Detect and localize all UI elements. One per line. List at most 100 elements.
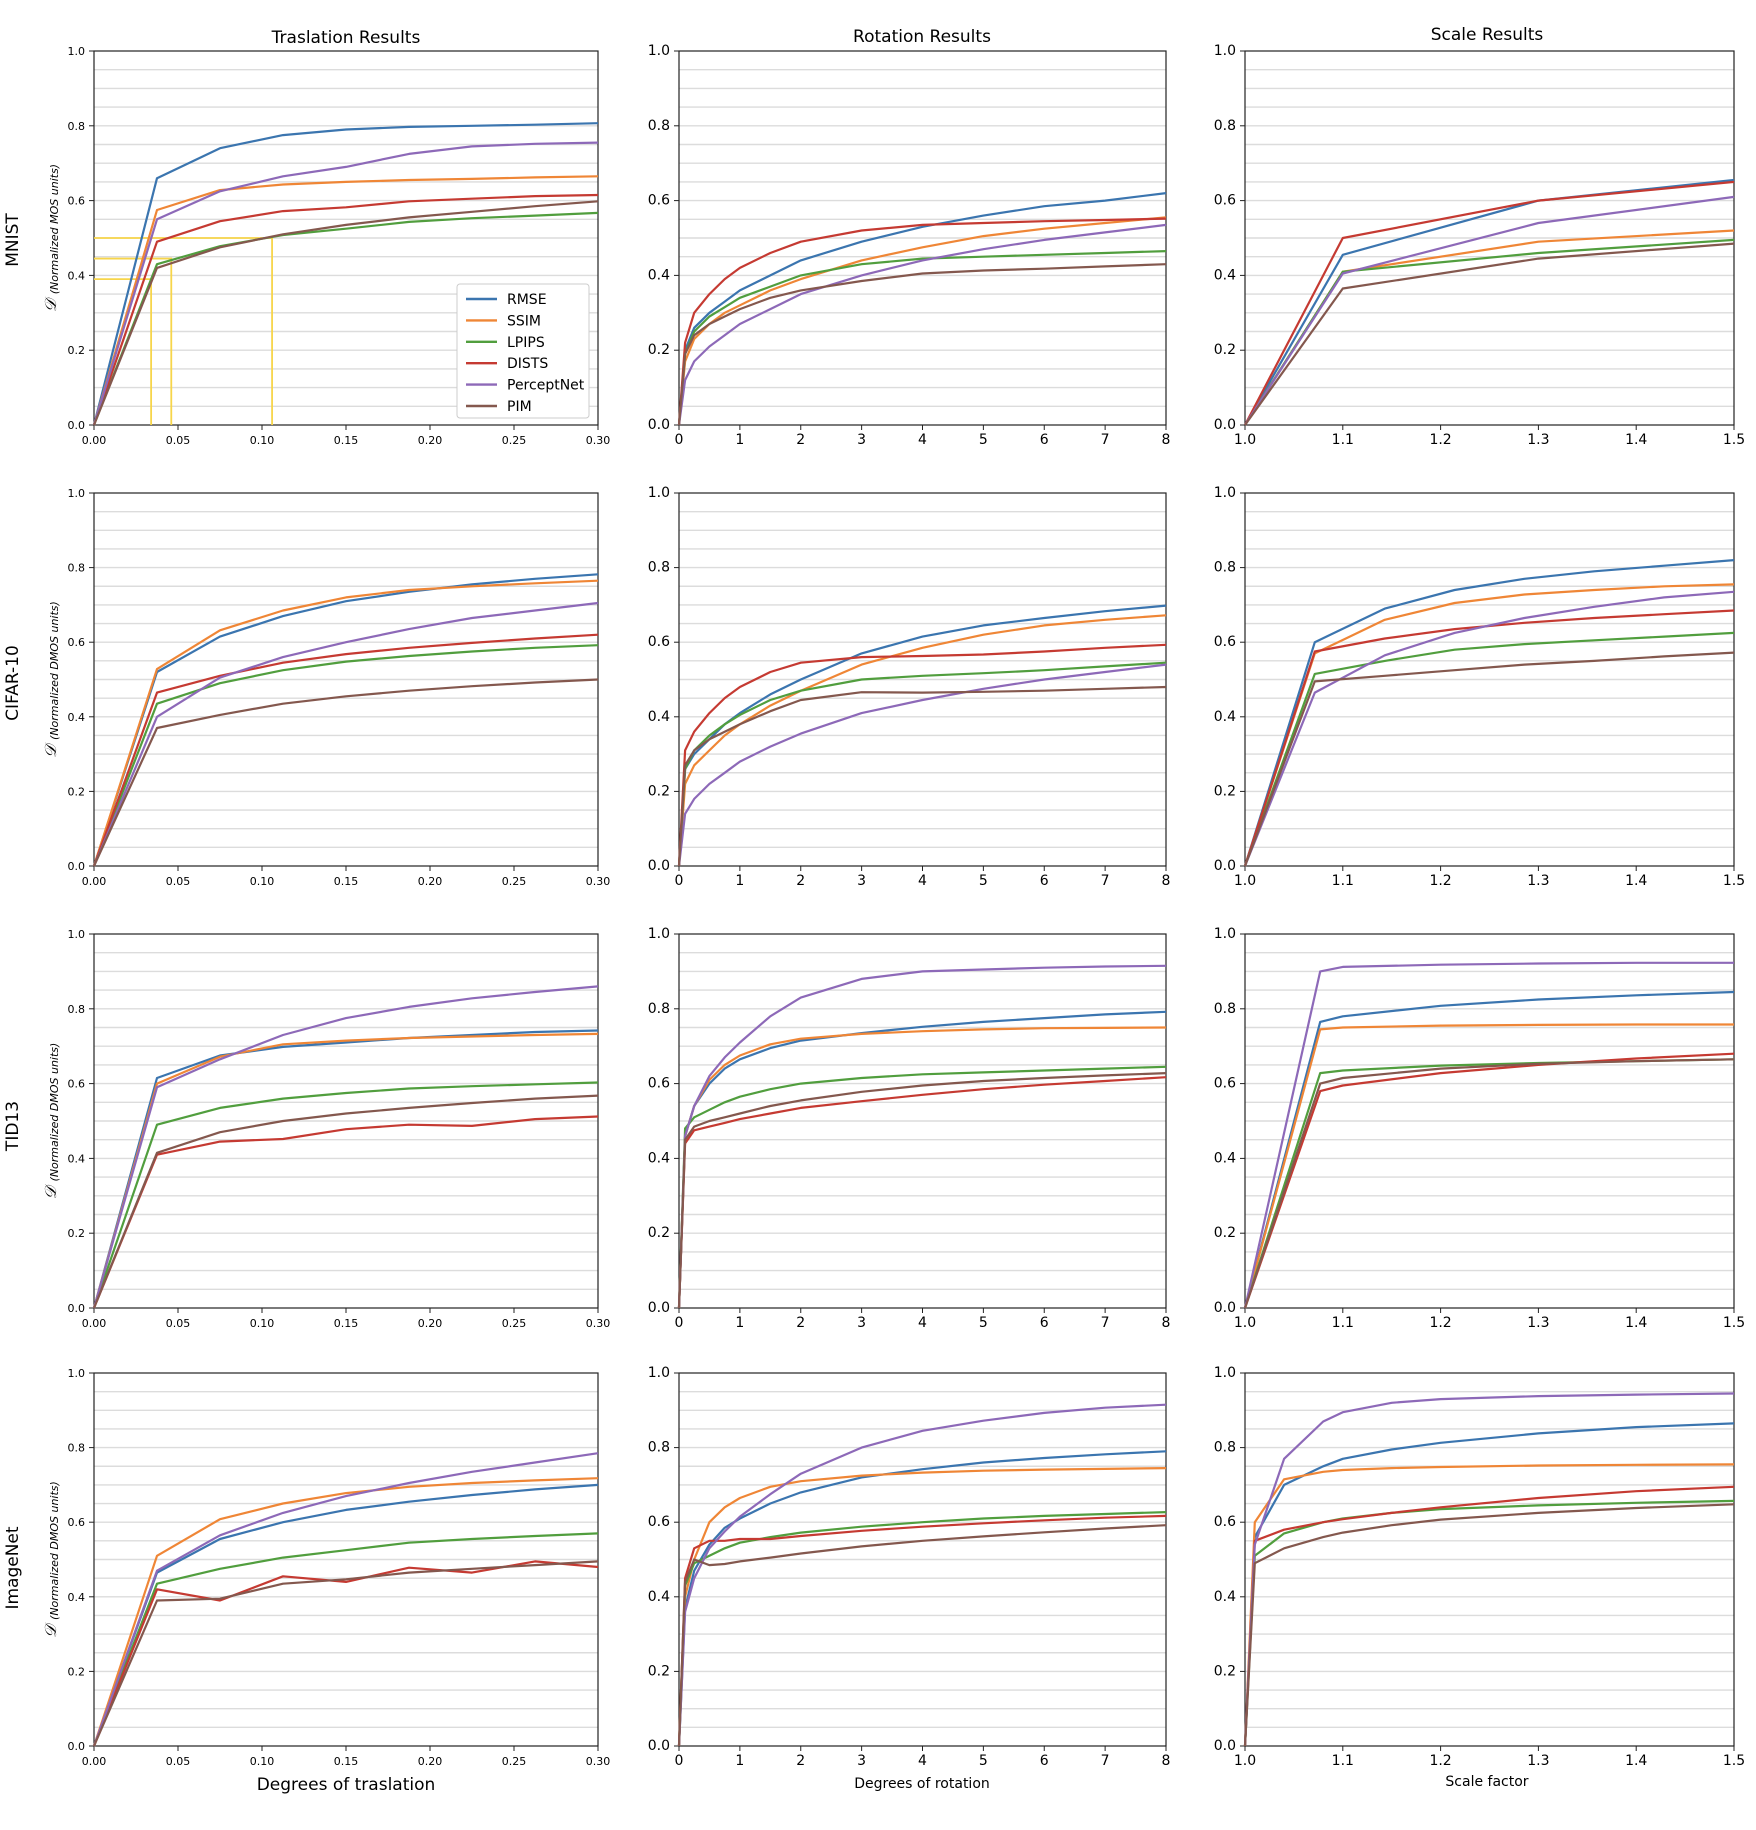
x-tick-label: 4	[918, 873, 927, 889]
x-tick-label: 6	[1040, 432, 1049, 448]
series-line-dists	[1243, 609, 1735, 867]
x-tick-label: 1.2	[1429, 1753, 1451, 1769]
x-tick-label: 1.4	[1625, 432, 1647, 448]
series-line-pim	[677, 685, 1167, 867]
x-tick-label: 1.0	[1234, 432, 1256, 448]
y-axis-units: (Normalized DMOS units)	[48, 1481, 61, 1620]
series-line-dists	[677, 643, 1167, 867]
x-tick-label: 1.5	[1723, 873, 1745, 889]
x-tick-label: 0.05	[166, 1317, 191, 1330]
x-tick-label: 1.3	[1527, 1753, 1549, 1769]
series-line-rmse	[1243, 990, 1735, 1309]
y-tick-label: 1.0	[1214, 485, 1236, 501]
x-tick-label: 1.1	[1332, 1753, 1354, 1769]
y-tick-label: 0.8	[648, 1001, 670, 1017]
series-line-ssim	[92, 1477, 599, 1747]
series-line-dists	[1243, 1485, 1735, 1747]
x-tick-label: 3	[857, 1315, 866, 1331]
y-axis-label: 𝒟 (Normalized MOS units)	[41, 164, 61, 312]
column-title-scale: Scale Results	[1431, 25, 1544, 45]
y-axis-label: 𝒟 (Normalized DMOS units)	[41, 1043, 61, 1200]
series-line-rmse	[677, 604, 1167, 867]
x-tick-label: 0	[675, 1753, 684, 1769]
x-tick-label: 4	[918, 1315, 927, 1331]
series-line-dists	[1243, 1052, 1735, 1309]
series-line-ssim	[92, 175, 599, 426]
y-tick-label: 0.8	[68, 120, 86, 133]
x-tick-label: 1.3	[1527, 873, 1549, 889]
y-tick-label: 0.6	[68, 1078, 86, 1091]
x-tick-label: 0.25	[502, 875, 527, 888]
column-titles: Traslation Results Rotation Results Scal…	[271, 25, 1544, 48]
row-label-cifar10: CIFAR-10	[3, 645, 23, 721]
panel-tid13-rotation: 0 1 2 3 4 5 6 7 8 0.0 0.2 0.4 0.6 0.8 1.0	[648, 926, 1171, 1331]
y-tick-label: 1.0	[68, 487, 86, 500]
series-line-pim	[1244, 242, 1735, 426]
x-tick-label: 7	[1101, 1315, 1110, 1331]
y-tick-label: 0.8	[648, 1440, 670, 1456]
y-tick-label: 0.6	[648, 1514, 670, 1530]
x-tick-label: 1.4	[1625, 1753, 1647, 1769]
series-line-lpips	[92, 211, 599, 426]
y-axis-label: 𝒟 (Normalized DMOS units)	[41, 601, 61, 758]
series-line-lpips	[92, 1532, 599, 1747]
y-tick-label: 0.2	[1214, 342, 1236, 358]
y-tick-label: 0.6	[1214, 634, 1236, 650]
y-tick-label: 0.4	[1214, 1589, 1236, 1605]
series-line-lpips	[92, 644, 599, 867]
series-line-perceptnet	[1243, 1392, 1735, 1747]
y-tick-label: 0.6	[648, 634, 670, 650]
x-tick-label: 0.30	[586, 875, 611, 888]
legend-label-dists: DISTS	[507, 356, 548, 372]
y-tick-label: 0.0	[1214, 1738, 1236, 1754]
y-tick-label: 0.2	[1214, 1663, 1236, 1679]
series-line-pim	[92, 1560, 599, 1747]
y-tick-label: 0.4	[68, 269, 86, 282]
x-tick-label: 8	[1162, 1315, 1171, 1331]
x-tick-label: 0	[675, 1315, 684, 1331]
series-line-rmse	[92, 1029, 599, 1309]
x-tick-label: 6	[1040, 873, 1049, 889]
x-tick-label: 1.1	[1332, 873, 1354, 889]
series-line-perceptnet	[677, 223, 1167, 426]
panel-cifar-10-scale: 1.0 1.1 1.2 1.3 1.4 1.5 0.0 0.2 0.4 0.6 0.8 1.0	[1214, 485, 1745, 889]
series-line-lpips	[677, 250, 1167, 426]
x-tick-label: 0.10	[250, 434, 275, 447]
x-tick-label: 6	[1040, 1315, 1049, 1331]
x-tick-label: 5	[979, 1315, 988, 1331]
x-tick-label: 1.5	[1723, 1753, 1745, 1769]
series-line-pim	[1243, 1503, 1735, 1747]
series-line-ssim	[1244, 229, 1735, 426]
x-tick-label: 0.15	[334, 434, 359, 447]
y-tick-label: 0.8	[648, 118, 670, 134]
series-line-pim	[92, 1094, 599, 1309]
series-line-pim	[677, 1524, 1167, 1747]
y-tick-label: 0.0	[1214, 858, 1236, 874]
y-tick-label: 0.6	[68, 636, 86, 649]
column-title-traslation: Traslation Results	[271, 28, 421, 48]
x-tick-label: 0.20	[418, 1317, 443, 1330]
x-tick-label: 1.1	[1332, 1315, 1354, 1331]
panel-tid13-traslation: 0.00 0.05 0.10 0.15 0.20 0.25 0.30 0.0 0.2 0.4 0.6…	[41, 928, 610, 1330]
panel-mnist-scale: 1.0 1.1 1.2 1.3 1.4 1.5 0.0 0.2 0.4 0.6 0.8 1.0	[1214, 43, 1745, 448]
series-line-ssim	[1243, 583, 1735, 867]
series-line-pim	[92, 200, 599, 426]
axes-frame	[1244, 933, 1735, 1309]
y-tick-label: 0.0	[68, 860, 86, 873]
axes-frame	[1244, 492, 1735, 867]
series-line-perceptnet	[677, 1403, 1167, 1747]
series-line-ssim	[677, 1467, 1167, 1747]
y-tick-label: 0.6	[1214, 1514, 1236, 1530]
y-axis-symbol: 𝒟	[41, 1181, 60, 1199]
y-tick-label: 0.6	[1214, 193, 1236, 209]
y-tick-label: 0.0	[1214, 1300, 1236, 1316]
x-tick-label: 1	[735, 1753, 744, 1769]
x-tick-label: 0.20	[418, 1755, 443, 1768]
x-tick-label: 0.25	[502, 1317, 527, 1330]
y-tick-label: 0.6	[648, 193, 670, 209]
panel-mnist-rotation: 0 1 2 3 4 5 6 7 8 0.0 0.2 0.4 0.6 0.8 1.0	[648, 43, 1171, 448]
y-tick-label: 0.8	[68, 562, 86, 575]
series-line-perceptnet	[92, 601, 599, 867]
series-line-lpips	[1243, 631, 1735, 867]
x-tick-label: 1.2	[1429, 873, 1451, 889]
